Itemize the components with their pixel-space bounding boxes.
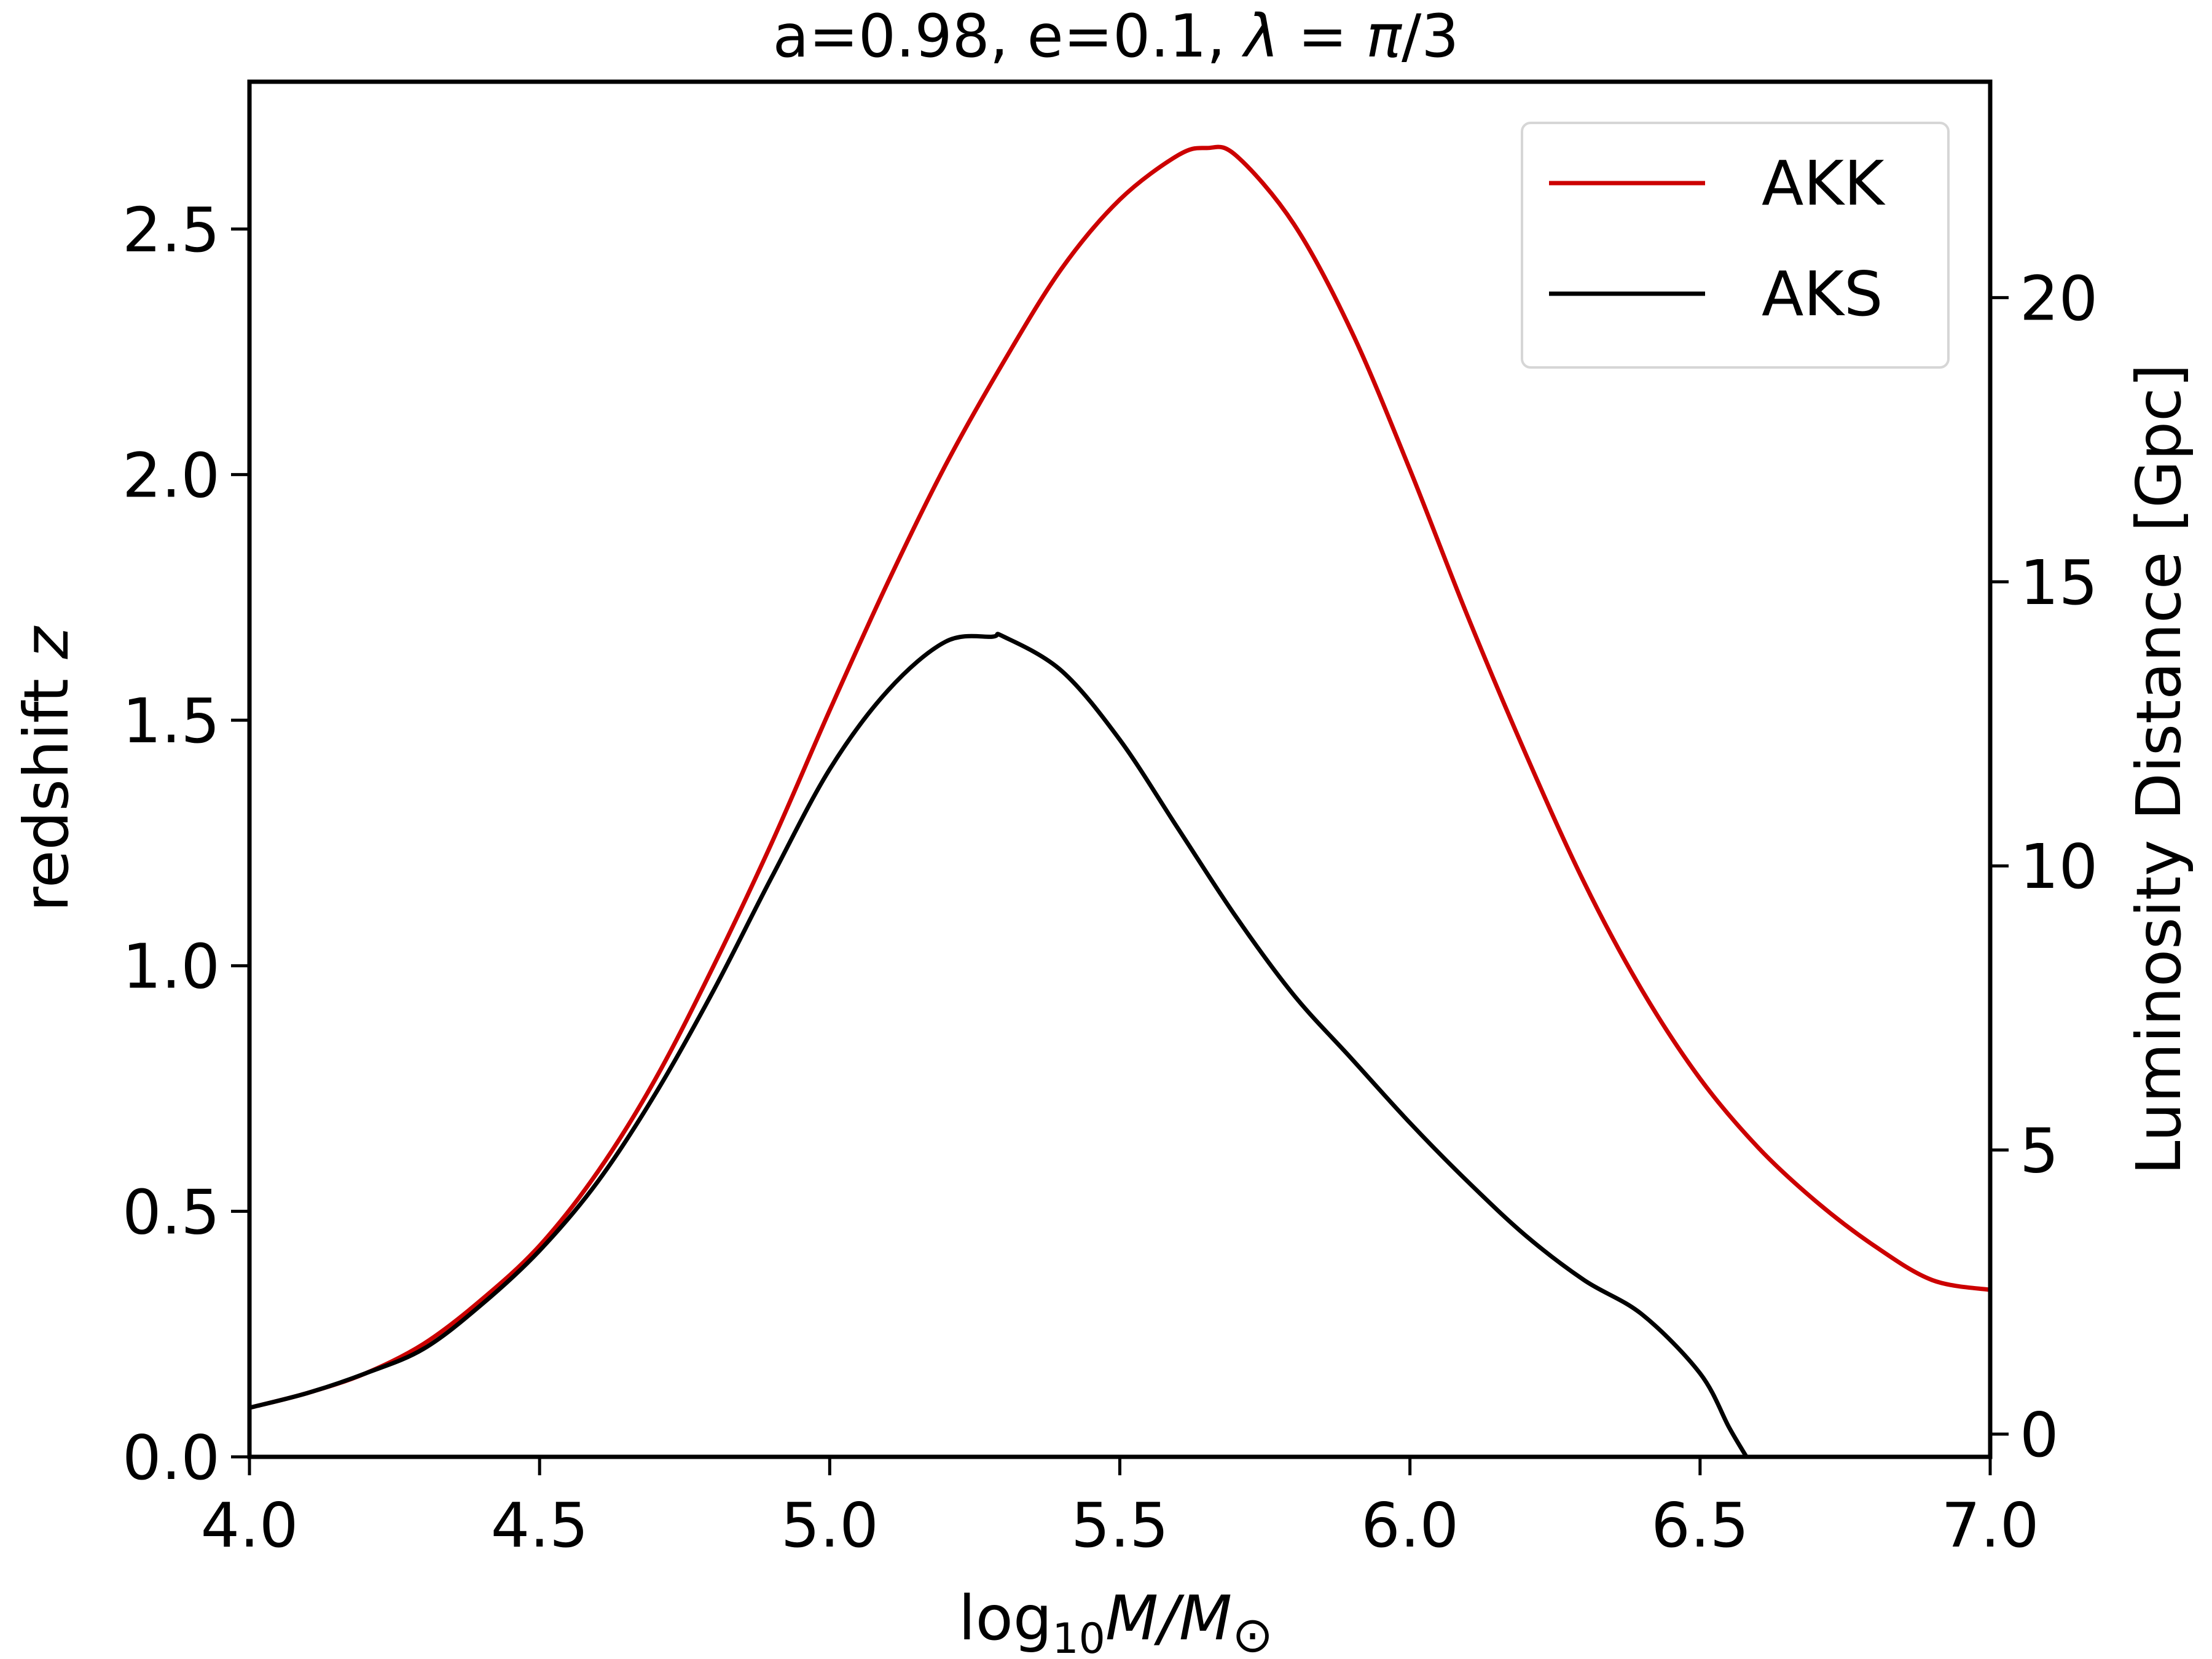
x-axis-label: log10M/M⊙ bbox=[959, 1582, 1273, 1659]
y-tick-label: 1.5 bbox=[122, 685, 220, 757]
x-tick-label: 4.5 bbox=[491, 1489, 589, 1561]
series-line-akk bbox=[249, 144, 1991, 1410]
x-tick-label: 4.0 bbox=[200, 1489, 298, 1561]
legend-label-aks: AKS bbox=[1762, 258, 1883, 330]
y-tick-label: 0.5 bbox=[122, 1176, 220, 1248]
legend: AKK AKS bbox=[1521, 122, 1950, 369]
plot-frame bbox=[247, 79, 1993, 1459]
legend-label-akk: AKK bbox=[1762, 147, 1886, 219]
y2-tick-label: 5 bbox=[2020, 1115, 2059, 1187]
x-tick-label: 5.5 bbox=[1071, 1489, 1169, 1561]
x-tick-label: 6.5 bbox=[1651, 1489, 1749, 1561]
series-line-aks bbox=[249, 632, 1749, 1458]
y2-tick-label: 20 bbox=[2020, 262, 2098, 334]
y2-tick-label: 15 bbox=[2020, 547, 2098, 619]
y-axis-label: redshift z bbox=[10, 625, 82, 912]
y-tick-label: 1.0 bbox=[122, 931, 220, 1003]
y-tick-label: 2.0 bbox=[122, 439, 220, 511]
x-tick-label: 7.0 bbox=[1941, 1489, 2039, 1561]
x-tick-label: 6.0 bbox=[1361, 1489, 1459, 1561]
chart-title: a=0.98, e=0.1, λ = π/3 bbox=[773, 2, 1459, 71]
plot-area bbox=[249, 144, 1991, 1458]
axes: 4.0 4.5 5.0 5.5 6.0 6.5 7.0 0.0 0.5 1.0 1.5 2.0 2.5 0… bbox=[122, 194, 2098, 1561]
x-tick-label: 5.0 bbox=[781, 1489, 879, 1561]
legend-box bbox=[1521, 122, 1950, 369]
y-tick-label: 0.0 bbox=[122, 1422, 220, 1494]
y-tick-label: 2.5 bbox=[122, 194, 220, 266]
y2-axis-label: Luminosity Distance [Gpc] bbox=[2123, 364, 2195, 1175]
y2-tick-label: 10 bbox=[2020, 831, 2098, 903]
y2-tick-label: 0 bbox=[2020, 1399, 2059, 1471]
